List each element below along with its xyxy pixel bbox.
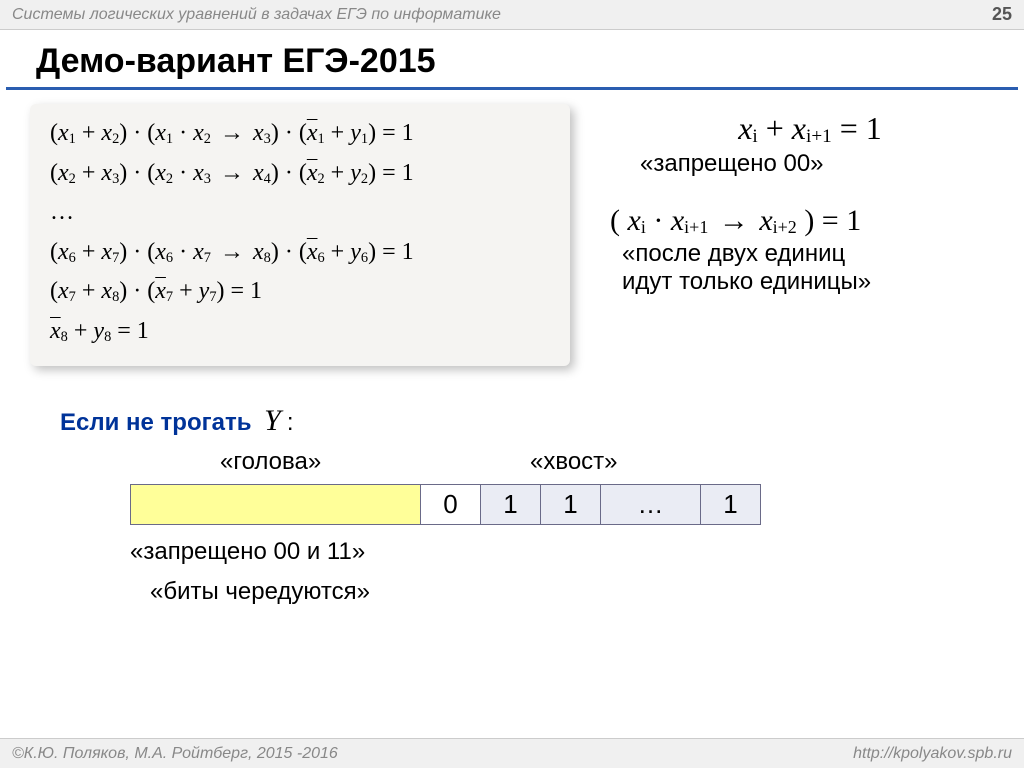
- section-y-prefix: Если не трогать: [60, 409, 251, 436]
- bit-cell: 0: [421, 485, 481, 525]
- section-y-colon: :: [287, 409, 294, 436]
- equation-system-box: (x1 + x2) · (x1 · x2 → x3) · (x1 + y1) =…: [30, 104, 570, 366]
- note-forbidden: «запрещено 00 и 11»: [130, 538, 365, 566]
- rule2-caption-l2: идут только единицы»: [610, 268, 1010, 296]
- bit-cell: …: [601, 485, 701, 525]
- equation-row: (x7 + x8) · (x7 + y7) = 1: [50, 272, 550, 312]
- header-bar: Системы логических уравнений в задачах Е…: [0, 0, 1024, 30]
- section-y-var: Y: [258, 404, 287, 437]
- rule2-caption-l1: «после двух единиц: [610, 240, 1010, 268]
- rule1-caption: «запрещено 00»: [610, 150, 1010, 178]
- equation-row: (x1 + x2) · (x1 · x2 → x3) · (x1 + y1) =…: [50, 114, 550, 154]
- equation-row: (x2 + x3) · (x2 · x3 → x4) · (x2 + y2) =…: [50, 154, 550, 194]
- equation-row: (x6 + x7) · (x6 · x7 → x8) · (x6 + y6) =…: [50, 233, 550, 273]
- rule2-math: ( xi · xi+1 → xi+2 ) = 1: [610, 204, 1010, 238]
- page-number: 25: [992, 4, 1012, 25]
- note-alternating: «биты чередуются»: [150, 578, 370, 606]
- footer-right: http://kpolyakov.spb.ru: [853, 745, 1012, 763]
- footer-bar: ©К.Ю. Поляков, М.А. Ройтберг, 2015 -2016…: [0, 738, 1024, 768]
- tail-label: «хвост»: [530, 448, 618, 476]
- bit-cell: 1: [481, 485, 541, 525]
- bit-cell: 1: [701, 485, 761, 525]
- bit-head-cell: [131, 485, 421, 525]
- equation-row: x8 + y8 = 1: [50, 312, 550, 352]
- head-label: «голова»: [220, 448, 321, 476]
- page-title: Демо-вариант ЕГЭ-2015: [6, 30, 1018, 90]
- rules-column: xi + xi+1 = 1 «запрещено 00» ( xi · xi+1…: [610, 110, 1010, 322]
- rule1-math: xi + xi+1 = 1: [610, 110, 1010, 148]
- bit-table: 0 1 1 … 1: [130, 484, 761, 525]
- section-y-heading: Если не трогать Y:: [60, 404, 294, 438]
- bit-cell: 1: [541, 485, 601, 525]
- footer-left: ©К.Ю. Поляков, М.А. Ройтберг, 2015 -2016: [12, 745, 338, 763]
- header-topic: Системы логических уравнений в задачах Е…: [12, 6, 501, 24]
- equation-row: …: [50, 193, 550, 233]
